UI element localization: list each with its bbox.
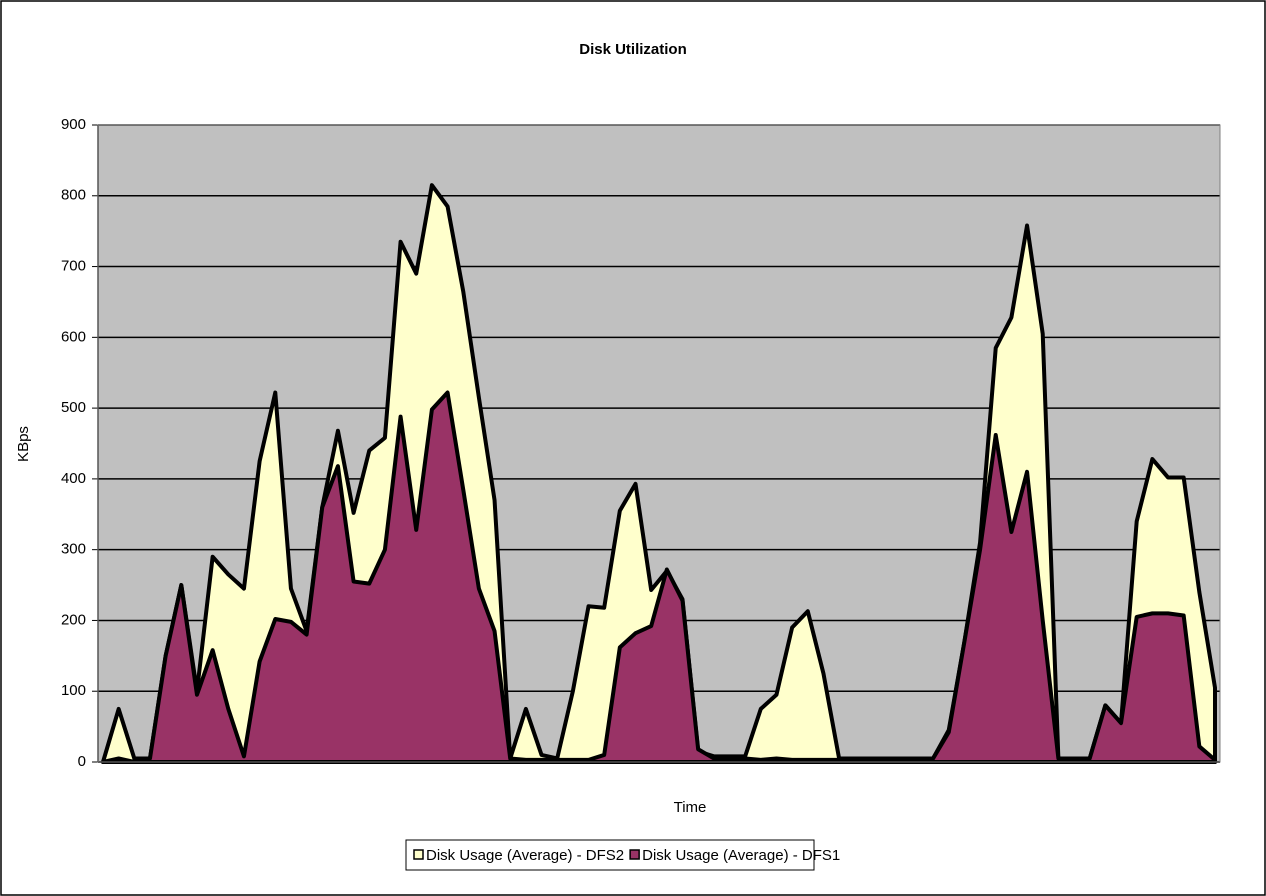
legend-label: Disk Usage (Average) - DFS1 xyxy=(642,847,840,864)
y-tick-label: 0 xyxy=(78,753,86,770)
y-tick-label: 400 xyxy=(61,470,86,487)
x-axis-title: Time xyxy=(674,799,707,816)
legend-label: Disk Usage (Average) - DFS2 xyxy=(426,847,624,864)
y-tick-label: 700 xyxy=(61,258,86,275)
chart-title: Disk Utilization xyxy=(579,41,687,58)
y-tick-label: 100 xyxy=(61,682,86,699)
legend-box xyxy=(405,839,815,871)
legend-swatch xyxy=(413,849,424,860)
y-tick-label: 500 xyxy=(61,399,86,416)
legend-swatch xyxy=(629,849,640,860)
y-tick-label: 300 xyxy=(61,541,86,558)
y-axis-title: KBps xyxy=(15,426,32,462)
y-tick-label: 200 xyxy=(61,611,86,628)
y-tick-label: 800 xyxy=(61,187,86,204)
plot-border xyxy=(97,124,1221,763)
y-tick-label: 900 xyxy=(61,116,86,133)
area xyxy=(101,390,1217,764)
y-tick-label: 600 xyxy=(61,328,86,345)
